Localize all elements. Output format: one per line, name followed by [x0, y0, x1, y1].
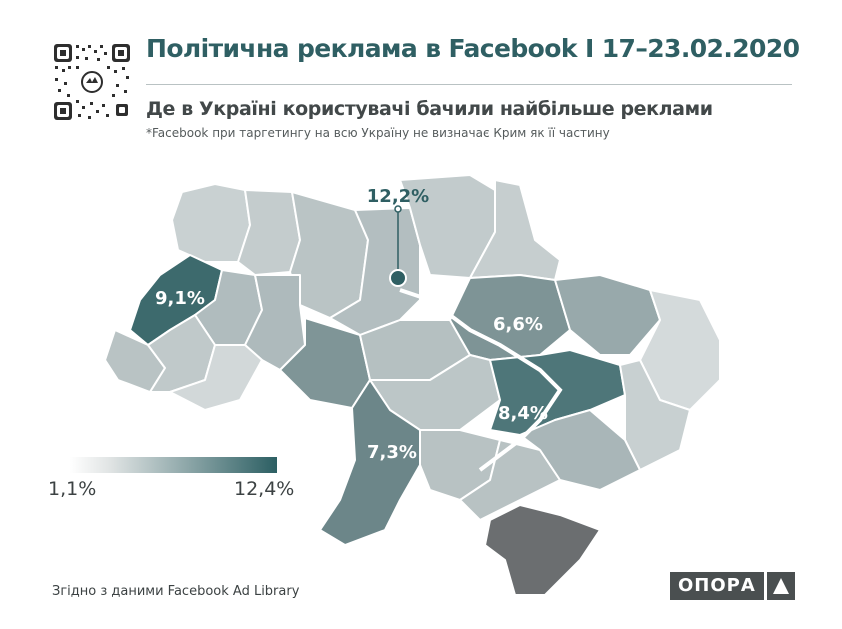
kyiv-pin-top: [394, 205, 402, 213]
region-zaporizhzhia: [519, 409, 641, 491]
region-crimea: [484, 504, 601, 596]
opora-logo-text: ОПОРА: [670, 572, 764, 600]
region-chernivtsi: [169, 344, 263, 411]
region-donetsk: [619, 359, 691, 471]
region-kharkiv: [554, 274, 661, 356]
region-odesa: [319, 379, 421, 546]
label-poltava: 6,6%: [493, 314, 543, 335]
qr-code: [52, 42, 132, 122]
legend-gradient-bar: [70, 457, 277, 473]
page-title: Політична реклама в Facebook I 17–23.02.…: [146, 34, 800, 63]
region-volyn: [171, 183, 251, 263]
label-dnipro: 8,4%: [498, 403, 548, 424]
label-lviv: 9,1%: [155, 288, 205, 309]
region-rivne: [237, 189, 301, 276]
legend-min-label: 1,1%: [48, 478, 97, 500]
kyiv-city-marker: [389, 269, 407, 287]
label-odesa: 7,3%: [367, 442, 417, 463]
triangle-icon: [766, 572, 795, 600]
source-note: Згідно з даними Facebook Ad Library: [52, 584, 300, 599]
legend-max-label: 12,4%: [234, 478, 295, 500]
title-divider: [146, 84, 792, 85]
crimea-footnote: *Facebook при таргетингу на всю Україну …: [146, 126, 610, 140]
opora-logo: ОПОРА: [670, 572, 795, 600]
dnipro-river: [399, 288, 563, 472]
page-subtitle: Де в Україні користувачі бачили найбільш…: [146, 98, 713, 120]
label-kyiv-city: 12,2%: [367, 186, 429, 207]
